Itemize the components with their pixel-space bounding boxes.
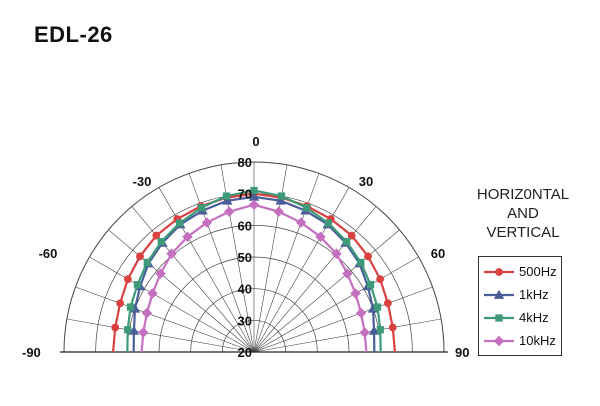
data-point (324, 219, 333, 227)
polar-series (111, 186, 397, 353)
data-point (175, 219, 184, 227)
orientation-label: HORIZ0NTAL AND VERTICAL (462, 185, 584, 242)
data-point (376, 326, 384, 334)
data-point (359, 327, 370, 338)
legend-item: 10kHz (479, 329, 561, 352)
data-point (376, 275, 385, 284)
polar-grid (60, 161, 448, 353)
legend-label: 500Hz (519, 264, 557, 279)
grid-spoke (253, 187, 350, 353)
legend-swatch (484, 335, 514, 346)
angle-tick-label: -30 (133, 174, 152, 189)
polar-labels: 20 30 40 50 60 70 80 -90 -60 -30 0 30 60 90 (22, 134, 469, 360)
grid-spoke (131, 206, 255, 353)
angle-tick-label: 60 (431, 246, 445, 261)
data-point (248, 191, 260, 201)
data-point (342, 268, 353, 279)
grid-spoke (253, 256, 419, 353)
series-4kHz (124, 186, 384, 353)
radial-tick-label: 60 (238, 218, 252, 233)
data-point (152, 231, 161, 240)
data-point (157, 237, 166, 246)
data-point (315, 231, 326, 243)
radial-tick-label: 20 (238, 345, 252, 360)
data-point (197, 204, 206, 212)
data-point (166, 248, 177, 259)
legend-item: 500Hz (479, 260, 561, 283)
radial-tick-label: 70 (238, 187, 252, 202)
data-point (155, 268, 166, 279)
angle-tick-label: 90 (455, 345, 469, 360)
legend: 500Hz 1kHz 4kHz 10kHz (478, 256, 562, 356)
angle-tick-label: 30 (359, 174, 373, 189)
grid-spoke (89, 256, 255, 353)
chart-title: EDL-26 (34, 22, 113, 47)
data-point (350, 288, 361, 299)
data-point (275, 195, 286, 205)
data-point (364, 252, 372, 261)
data-point (111, 323, 120, 332)
orientation-line-3: VERTICAL (486, 224, 560, 241)
data-point (302, 204, 311, 212)
radial-tick-label: 80 (238, 155, 252, 170)
data-point (273, 206, 284, 217)
data-point (224, 206, 235, 217)
grid-spoke (253, 206, 377, 353)
data-point (116, 299, 124, 308)
data-point (342, 237, 351, 246)
legend-swatch (484, 267, 514, 276)
data-point (143, 258, 151, 267)
data-point (357, 258, 365, 267)
data-point (366, 281, 375, 289)
data-point (124, 326, 132, 334)
angle-tick-label: 0 (252, 134, 259, 149)
angle-tick-label: -60 (39, 246, 58, 261)
data-point (388, 323, 397, 332)
legend-item: 1kHz (479, 283, 561, 306)
data-point (373, 303, 382, 311)
data-point (136, 252, 144, 261)
grid-spoke (108, 229, 255, 353)
data-point (250, 186, 258, 195)
data-point (384, 299, 392, 308)
grid-spoke (66, 318, 255, 353)
data-point (141, 307, 153, 319)
orientation-line-2: AND (507, 205, 539, 222)
orientation-line-1: HORIZ0NTAL (476, 186, 570, 203)
radial-tick-label: 50 (238, 250, 252, 265)
radial-tick-label: 30 (238, 313, 252, 328)
grid-spoke (253, 318, 442, 353)
legend-swatch (484, 313, 514, 322)
grid-spoke (158, 187, 255, 353)
grid-spoke (253, 286, 433, 353)
grid-spoke (75, 286, 255, 353)
data-point (248, 199, 260, 210)
legend-item: 4kHz (479, 306, 561, 329)
data-point (182, 231, 193, 243)
data-point (347, 231, 356, 240)
data-point (355, 307, 367, 319)
data-point (126, 303, 135, 311)
data-point (295, 217, 307, 228)
legend-label: 1kHz (519, 287, 549, 302)
angle-tick-label: -90 (22, 345, 41, 360)
data-point (123, 275, 132, 284)
series-10kHz (138, 199, 370, 353)
data-point (201, 217, 213, 228)
legend-label: 4kHz (519, 310, 549, 325)
radial-tick-label: 40 (238, 282, 252, 297)
data-point (277, 192, 286, 200)
data-point (331, 248, 342, 259)
data-point (133, 281, 142, 289)
legend-label: 10kHz (519, 333, 556, 348)
data-point (222, 195, 233, 205)
data-point (147, 288, 158, 299)
legend-swatch (484, 289, 514, 299)
grid-spoke (253, 229, 400, 353)
data-point (138, 327, 149, 338)
data-point (222, 192, 231, 200)
